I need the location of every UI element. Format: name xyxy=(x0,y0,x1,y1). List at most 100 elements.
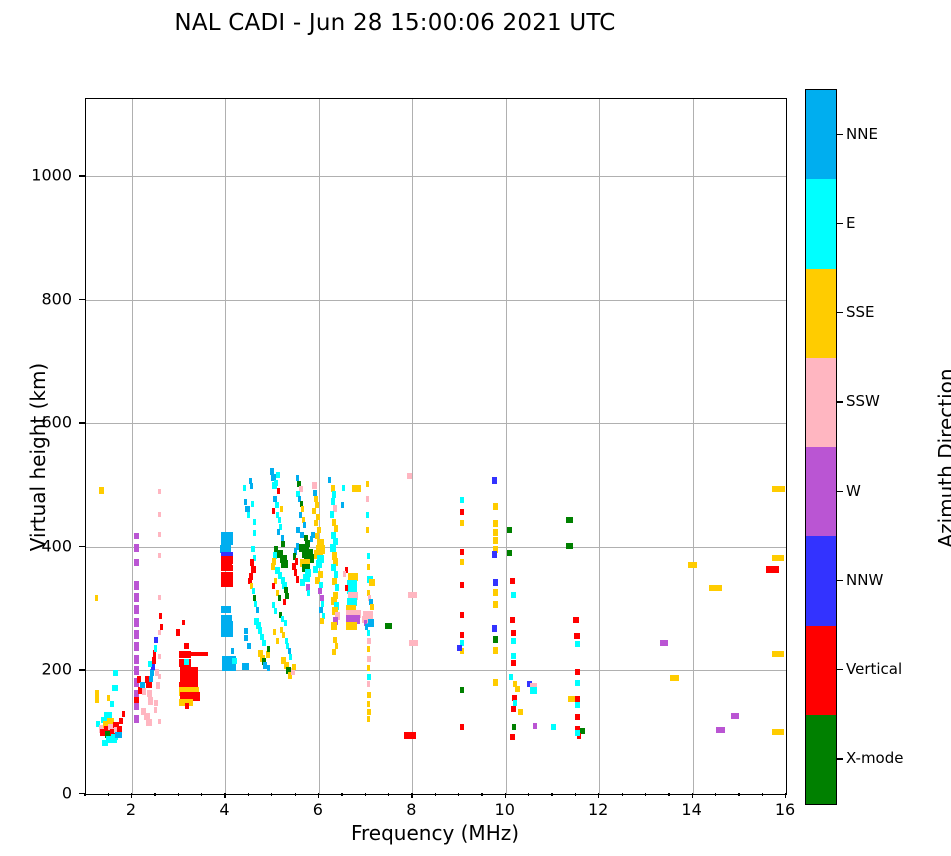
echo-mark xyxy=(260,634,264,641)
echo-mark xyxy=(246,642,251,649)
echo-mark xyxy=(282,581,288,589)
echo-mark xyxy=(220,564,232,572)
echo-mark xyxy=(133,617,139,627)
echo-mark xyxy=(256,622,261,630)
echo-mark xyxy=(492,589,498,597)
echo-mark xyxy=(459,509,464,516)
echo-mark xyxy=(285,593,289,600)
x-tick-mark xyxy=(224,793,226,798)
echo-mark xyxy=(332,636,337,643)
echo-mark xyxy=(248,573,253,581)
echo-mark xyxy=(365,480,369,487)
echo-mark xyxy=(251,565,256,573)
echo-mark xyxy=(220,556,233,565)
echo-mark xyxy=(302,573,310,582)
colorbar-label-ssw: SSW xyxy=(846,392,880,411)
echo-mark xyxy=(312,508,317,515)
echo-mark xyxy=(492,601,498,609)
echo-mark xyxy=(247,578,252,585)
echo-mark xyxy=(115,731,122,738)
echo-mark xyxy=(319,618,324,625)
x-tick-mark xyxy=(177,793,180,796)
echo-mark xyxy=(178,682,199,691)
echo-mark xyxy=(230,564,234,571)
plot-area xyxy=(85,98,787,795)
echo-mark xyxy=(113,669,119,676)
x-tick-mark xyxy=(387,793,390,796)
echo-mark xyxy=(179,667,199,677)
echo-mark xyxy=(179,691,201,701)
echo-mark xyxy=(366,646,371,653)
echo-mark xyxy=(318,582,323,589)
echo-mark xyxy=(403,732,417,740)
echo-mark xyxy=(459,558,464,565)
echo-mark xyxy=(254,600,258,607)
echo-mark xyxy=(258,627,262,635)
echo-mark xyxy=(574,695,580,702)
gridline-vertical xyxy=(599,99,601,794)
colorbar-tick-mark xyxy=(837,401,843,403)
echo-mark xyxy=(333,524,339,532)
x-tick-mark xyxy=(551,793,553,796)
y-tick-mark xyxy=(79,669,85,671)
echo-mark xyxy=(274,545,279,553)
echo-mark xyxy=(159,613,163,620)
x-tick-mark xyxy=(411,793,413,798)
echo-mark xyxy=(331,648,336,655)
x-tick-mark xyxy=(738,793,740,796)
echo-mark xyxy=(158,512,162,518)
colorbar-segment-x-mode xyxy=(806,714,836,804)
echo-mark xyxy=(274,578,278,585)
echo-mark xyxy=(512,724,516,731)
echo-mark xyxy=(492,636,498,644)
echo-mark xyxy=(572,616,579,623)
echo-mark xyxy=(158,629,162,635)
colorbar-tick-mark xyxy=(837,669,843,671)
echo-mark xyxy=(344,567,349,574)
echo-mark xyxy=(317,570,323,578)
echo-mark xyxy=(274,566,280,574)
echo-mark xyxy=(367,709,372,716)
colorbar-segment-w xyxy=(806,447,836,537)
echo-mark xyxy=(511,652,516,659)
echo-mark xyxy=(254,617,260,625)
echo-mark xyxy=(574,725,580,732)
x-tick-mark xyxy=(317,793,320,798)
echo-mark xyxy=(133,702,139,711)
colorbar-segment-nne xyxy=(806,90,836,180)
echo-mark xyxy=(110,734,119,741)
echo-mark xyxy=(316,560,322,569)
echo-mark xyxy=(566,516,573,523)
echo-mark xyxy=(331,518,337,526)
echo-mark xyxy=(269,468,275,476)
echo-mark xyxy=(511,660,516,667)
echo-mark xyxy=(274,501,279,508)
y-tick-label: 0 xyxy=(61,783,72,803)
echo-mark xyxy=(244,635,248,642)
echo-mark xyxy=(491,476,497,484)
echo-mark xyxy=(160,624,164,631)
echo-mark xyxy=(102,740,108,747)
x-tick-mark xyxy=(598,793,600,798)
echo-mark xyxy=(510,616,516,623)
echo-mark xyxy=(342,484,346,491)
gridline-vertical xyxy=(225,99,227,794)
echo-mark xyxy=(511,637,516,644)
y-tick-mark xyxy=(79,298,85,301)
echo-mark xyxy=(278,611,282,618)
echo-mark xyxy=(574,714,580,721)
echo-mark xyxy=(114,726,120,733)
echo-mark xyxy=(506,550,513,557)
x-tick-mark xyxy=(761,793,763,796)
echo-mark xyxy=(515,685,520,692)
echo-mark xyxy=(300,579,305,587)
echo-mark xyxy=(574,730,580,737)
echo-mark xyxy=(315,532,319,539)
echo-mark xyxy=(459,687,464,694)
echo-mark xyxy=(347,592,359,601)
echo-mark xyxy=(147,661,153,668)
x-tick-mark xyxy=(644,793,647,796)
echo-mark xyxy=(573,632,580,639)
echo-mark xyxy=(566,542,573,549)
echo-mark xyxy=(366,664,371,671)
